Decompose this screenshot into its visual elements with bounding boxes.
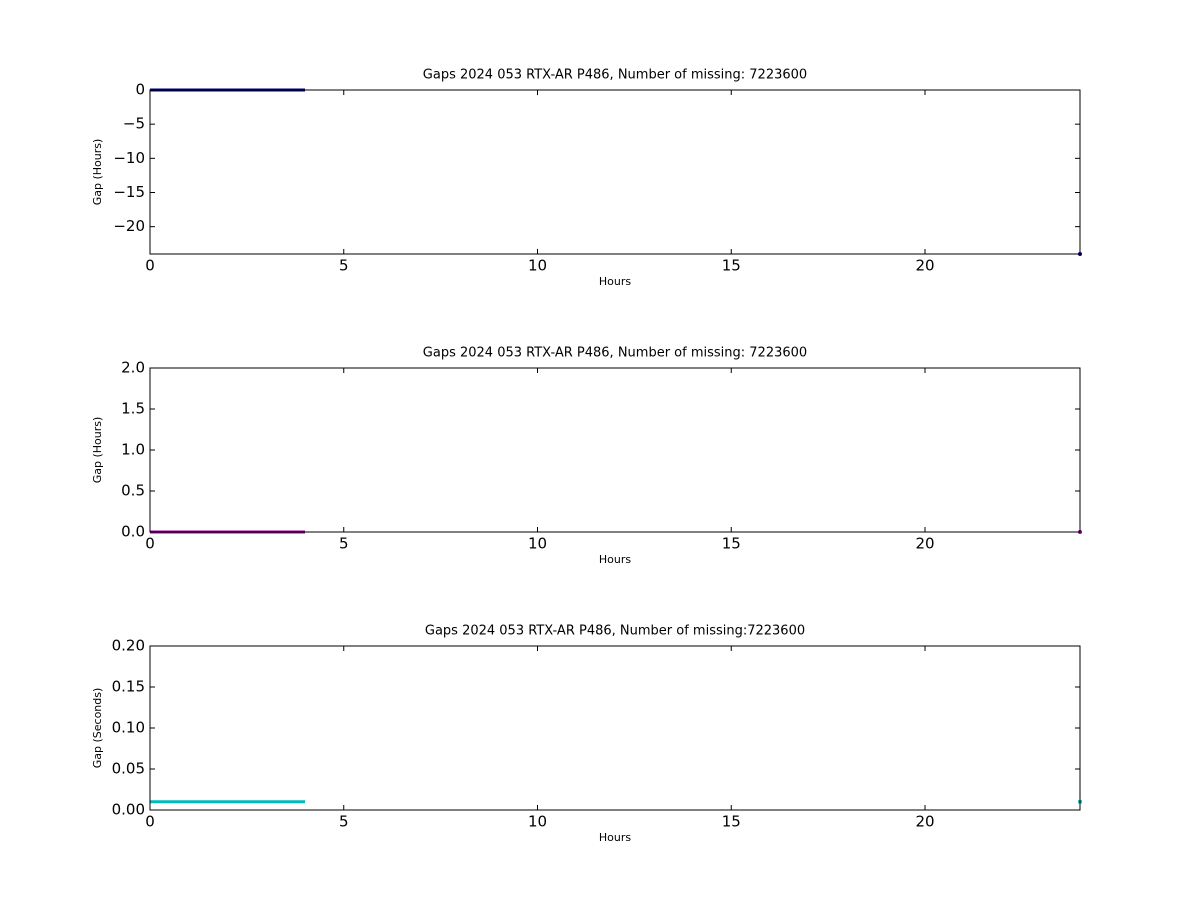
x-axis-label: Hours: [599, 275, 631, 288]
y-tick-label: 0.05: [112, 760, 145, 778]
x-axis-label: Hours: [599, 553, 631, 566]
x-tick-label: 15: [722, 813, 741, 831]
x-tick-label: 15: [722, 535, 741, 553]
y-tick-label: 0.10: [112, 719, 145, 737]
x-tick-label: 0: [145, 813, 155, 831]
y-axis-label: Gap (Seconds): [91, 688, 104, 769]
y-tick-label: 0.5: [121, 482, 145, 500]
x-tick-label: 0: [145, 257, 155, 275]
y-tick-label: 1.0: [121, 441, 145, 459]
y-tick-label: 0.15: [112, 678, 145, 696]
y-tick-label: −20: [113, 217, 145, 235]
y-tick-label: 0.20: [112, 637, 145, 655]
x-tick-label: 5: [339, 535, 349, 553]
x-tick-label: 20: [915, 257, 934, 275]
y-tick-label: 0.0: [121, 523, 145, 541]
x-tick-label: 5: [339, 813, 349, 831]
y-tick-label: −15: [113, 183, 145, 201]
x-tick-label: 5: [339, 257, 349, 275]
chart-title: Gaps 2024 053 RTX-AR P486, Number of mis…: [423, 346, 807, 361]
x-tick-label: 10: [528, 535, 547, 553]
x-tick-label: 15: [722, 257, 741, 275]
y-tick-label: 1.5: [121, 400, 145, 418]
y-tick-label: 0: [135, 81, 145, 99]
x-tick-label: 10: [528, 813, 547, 831]
plot-frame: [149, 645, 1081, 811]
x-tick-label: 20: [915, 535, 934, 553]
x-axis-label: Hours: [599, 831, 631, 844]
x-tick-label: 20: [915, 813, 934, 831]
x-tick-label: 0: [145, 535, 155, 553]
plot-frame: [149, 367, 1081, 533]
chart-title: Gaps 2024 053 RTX-AR P486, Number of mis…: [425, 624, 805, 639]
y-tick-label: 2.0: [121, 359, 145, 377]
plot-frame: [149, 89, 1081, 255]
y-axis-label: Gap (Hours): [91, 417, 104, 484]
y-axis-label: Gap (Hours): [91, 139, 104, 206]
y-tick-label: −5: [123, 115, 145, 133]
x-tick-label: 10: [528, 257, 547, 275]
chart-title: Gaps 2024 053 RTX-AR P486, Number of mis…: [423, 68, 807, 83]
y-tick-label: −10: [113, 149, 145, 167]
y-tick-label: 0.00: [112, 801, 145, 819]
